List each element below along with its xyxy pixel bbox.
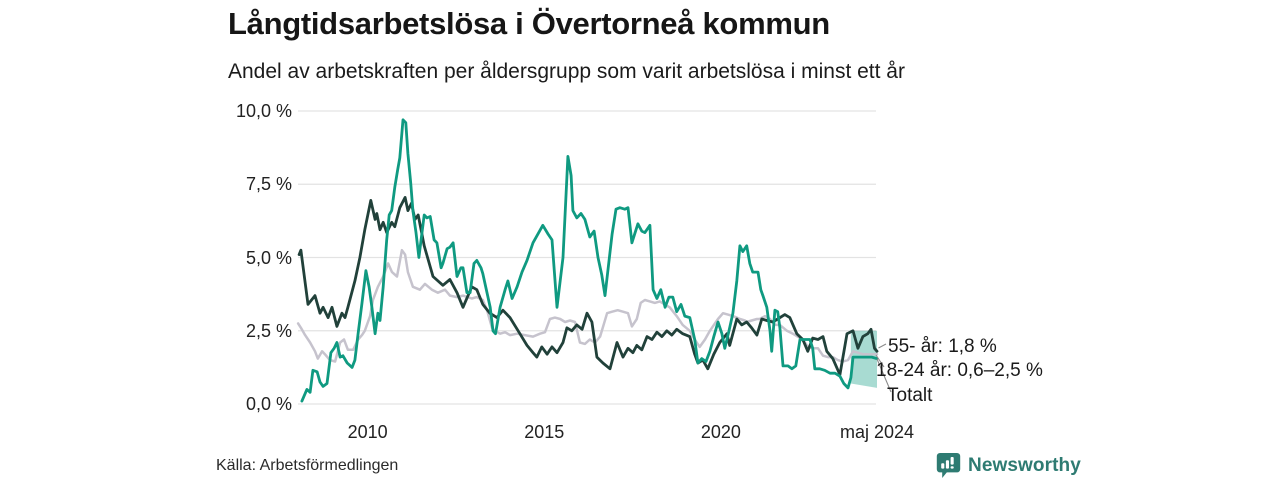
x-axis-tick-label: 2010 [347, 422, 388, 442]
newsworthy-bar-chart-speech-bubble-icon [936, 453, 961, 478]
chart-subtitle: Andel av arbetskraften per åldersgrupp s… [228, 60, 905, 83]
series-end-label-18-24-r: 18-24 år: 0,6–2,5 % [876, 360, 1043, 381]
x-axis-tick-label: 2020 [700, 422, 741, 442]
newsworthy-wordmark: Newsworthy [968, 454, 1081, 476]
series-end-label-totalt: Totalt [887, 385, 933, 406]
annotation-connector [876, 358, 892, 393]
y-axis-tick-label: 5,0 % [245, 247, 292, 268]
series-end-label-55-r: 55- år: 1,8 % [888, 336, 997, 357]
source-note: Källa: Arbetsförmedlingen [216, 457, 399, 474]
annotation-connector [878, 343, 887, 349]
x-axis-tick-label: 2015 [524, 422, 565, 442]
annotation-connector [875, 354, 885, 368]
newsworthy-logo[interactable]: Newsworthy [936, 452, 1081, 479]
x-axis-tick-label: maj 2024 [839, 422, 915, 442]
y-axis-tick-label: 2,5 % [245, 320, 292, 341]
chart-title: Långtidsarbetslösa i Övertorneå kommun [228, 6, 830, 41]
y-axis-tick-label: 10,0 % [235, 101, 292, 121]
y-axis-tick-label: 0,0 % [245, 394, 292, 414]
series-line-55-r [297, 195, 879, 377]
series-line-18-24-r [300, 118, 879, 403]
y-axis-tick-label: 7,5 % [245, 174, 292, 195]
